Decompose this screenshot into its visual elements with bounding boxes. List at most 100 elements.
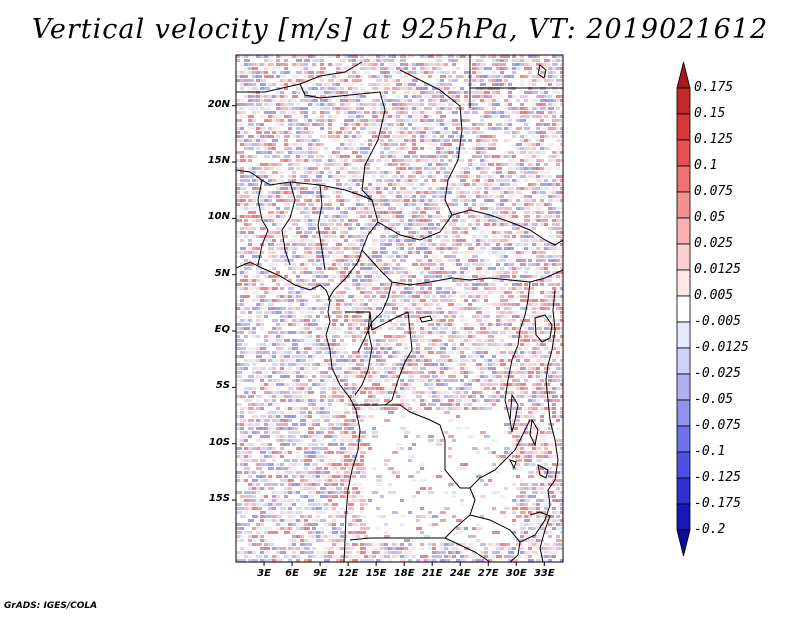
field-cell xyxy=(512,343,516,346)
field-cell xyxy=(548,75,554,78)
field-cell xyxy=(376,79,382,82)
field-cell xyxy=(532,243,536,246)
field-cell xyxy=(280,239,284,242)
field-cell xyxy=(388,123,394,126)
field-cell xyxy=(304,175,308,178)
field-cell xyxy=(272,267,276,270)
field-cell xyxy=(380,199,384,202)
field-cell xyxy=(360,371,366,374)
field-cell xyxy=(260,295,266,298)
field-cell xyxy=(256,71,260,74)
field-cell xyxy=(268,411,274,414)
field-cell xyxy=(420,403,426,406)
field-cell xyxy=(364,359,370,362)
field-cell xyxy=(276,391,282,394)
field-cell xyxy=(440,131,446,134)
field-cell xyxy=(300,167,304,170)
field-cell xyxy=(352,127,356,130)
field-cell xyxy=(336,387,340,390)
field-cell xyxy=(276,299,282,302)
field-cell xyxy=(460,231,464,234)
field-cell xyxy=(452,119,458,122)
field-cell xyxy=(476,75,482,78)
field-cell xyxy=(420,299,426,302)
field-cell xyxy=(388,327,394,330)
field-cell xyxy=(460,379,464,382)
field-cell xyxy=(292,179,296,182)
field-cell xyxy=(264,311,268,314)
field-cell xyxy=(240,183,244,186)
field-cell xyxy=(352,371,358,374)
field-cell xyxy=(432,179,436,182)
field-cell xyxy=(464,75,470,78)
field-cell xyxy=(324,359,328,362)
field-cell xyxy=(300,319,306,322)
field-cell xyxy=(540,251,546,254)
field-cell xyxy=(476,263,480,266)
field-cell xyxy=(548,107,554,110)
field-cell xyxy=(356,235,362,238)
field-cell xyxy=(544,135,550,138)
field-cell xyxy=(504,263,508,266)
field-cell xyxy=(244,147,248,150)
field-cell xyxy=(420,335,424,338)
field-cell xyxy=(452,71,456,74)
field-cell xyxy=(380,75,384,78)
field-cell xyxy=(428,215,432,218)
field-cell xyxy=(256,287,260,290)
field-cell xyxy=(340,439,346,442)
field-cell xyxy=(252,227,256,230)
field-cell xyxy=(524,115,530,118)
field-cell xyxy=(456,139,460,142)
field-cell xyxy=(404,251,408,254)
field-cell xyxy=(268,383,274,386)
field-cell xyxy=(544,55,548,58)
field-cell xyxy=(304,363,310,366)
field-cell xyxy=(256,179,262,182)
field-cell xyxy=(300,415,306,418)
field-cell xyxy=(480,195,486,198)
field-cell xyxy=(288,123,294,126)
field-cell xyxy=(488,291,492,294)
field-cell xyxy=(236,251,240,254)
field-cell xyxy=(452,95,456,98)
field-cell xyxy=(236,375,242,378)
field-cell xyxy=(472,391,476,394)
field-cell xyxy=(544,295,550,298)
field-cell xyxy=(548,127,552,130)
field-cell xyxy=(400,103,406,106)
field-cell xyxy=(360,143,364,146)
field-cell xyxy=(512,223,516,226)
field-cell xyxy=(252,335,256,338)
field-cell xyxy=(436,223,440,226)
field-cell xyxy=(324,227,330,230)
field-cell xyxy=(320,271,324,274)
field-cell xyxy=(476,63,480,66)
field-cell xyxy=(544,267,548,270)
field-cell xyxy=(364,67,368,70)
field-cell xyxy=(392,99,398,102)
field-cell xyxy=(332,303,336,306)
field-cell xyxy=(268,179,272,182)
field-cell xyxy=(532,435,536,438)
field-cell xyxy=(248,411,254,414)
field-cell xyxy=(472,159,476,162)
field-cell xyxy=(444,139,450,142)
field-cell xyxy=(488,343,492,346)
field-cell xyxy=(384,407,390,410)
field-cell xyxy=(528,75,534,78)
field-cell xyxy=(544,327,548,330)
field-cell xyxy=(552,135,558,138)
field-cell xyxy=(368,251,374,254)
field-cell xyxy=(248,399,252,402)
field-cell xyxy=(464,327,468,330)
field-cell xyxy=(552,155,558,158)
field-cell xyxy=(524,331,528,334)
field-cell xyxy=(244,259,248,262)
field-cell xyxy=(372,379,378,382)
field-cell xyxy=(472,131,478,134)
field-cell xyxy=(540,359,544,362)
field-cell xyxy=(516,187,520,190)
field-cell xyxy=(292,435,296,438)
field-cell xyxy=(512,371,516,374)
